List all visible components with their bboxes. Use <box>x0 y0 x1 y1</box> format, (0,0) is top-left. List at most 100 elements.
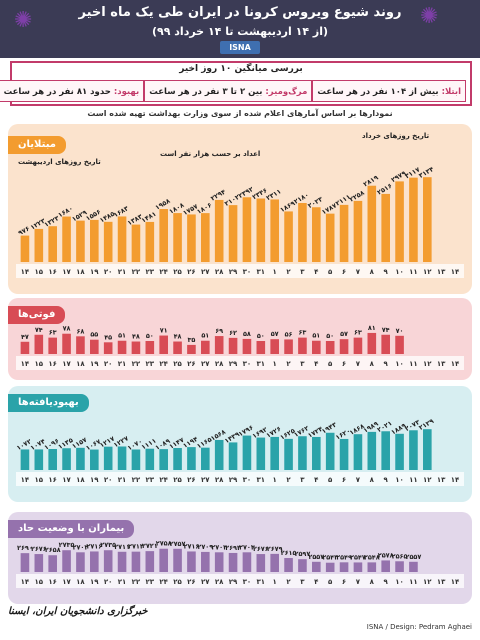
tick-label: ۱۹ <box>90 360 99 368</box>
bar <box>409 430 418 470</box>
data-label: ۲۵۴۸ <box>364 553 380 561</box>
bar <box>76 336 85 354</box>
bar <box>48 448 57 470</box>
tick-label: ۱ <box>273 360 277 368</box>
tick-label: ۴ <box>314 578 319 586</box>
tick-label: ۲۷ <box>201 476 210 484</box>
bar <box>90 449 99 470</box>
bar <box>367 562 377 572</box>
data-label: ۷۰ <box>396 327 404 335</box>
data-label: ۵۷ <box>340 330 348 338</box>
tick-label: ۶ <box>342 268 346 276</box>
bar <box>339 204 349 262</box>
bar <box>325 213 335 262</box>
tick-label: ۲۵ <box>173 360 182 368</box>
bar <box>117 216 127 262</box>
bar <box>90 339 99 354</box>
tick-label: ۳ <box>300 268 305 276</box>
tick-label: ۷ <box>356 268 361 276</box>
virus-icon: ✺ <box>14 8 33 33</box>
tick-label: ۱۵ <box>35 268 44 276</box>
bar <box>145 221 155 262</box>
data-label: ۵۱ <box>312 332 320 340</box>
tick-label: ۱۲ <box>423 360 432 368</box>
data-label: ۲۷۳۵ <box>59 541 75 549</box>
tick-label: ۱۶ <box>48 268 57 276</box>
bar <box>228 337 238 354</box>
data-label: ۵۷ <box>271 330 279 338</box>
bar <box>367 185 377 262</box>
tick-label: ۳۰ <box>243 360 252 368</box>
tick-label: ۲ <box>286 578 291 586</box>
tick-label: ۲۶ <box>187 476 196 484</box>
bar <box>339 438 349 470</box>
bar <box>20 341 30 354</box>
bar <box>214 336 224 354</box>
isna-badge: ISNA <box>220 41 260 54</box>
tick-label: ۲۵ <box>173 268 182 276</box>
bar <box>117 446 127 470</box>
tick-label: ۲۲ <box>132 476 141 484</box>
tick-label: ۱۴ <box>451 268 460 276</box>
data-label: ۲۷۰۳ <box>211 543 227 551</box>
data-label: ۵۶ <box>285 330 293 338</box>
bar <box>131 551 141 572</box>
bar <box>48 226 57 262</box>
bar <box>339 562 349 572</box>
tick-label: ۲ <box>286 360 291 368</box>
tick-label: ۲۷ <box>201 268 210 276</box>
category-axis <box>16 356 464 370</box>
bar <box>76 447 85 470</box>
bar <box>395 433 404 470</box>
virus-icon: ✺ <box>420 4 439 29</box>
tick-label: ۳۱ <box>257 476 266 484</box>
tick-label: ۳ <box>300 476 305 484</box>
tick-label: ۱۴ <box>21 476 30 484</box>
bar <box>325 432 335 470</box>
data-label: ۵۰ <box>146 332 154 340</box>
bar <box>34 334 44 354</box>
tick-label: ۳۰ <box>243 578 252 586</box>
tick-label: ۷ <box>356 578 361 586</box>
tick-label: ۴ <box>314 476 319 484</box>
summary-cases: ابتلا: بیش از ۱۰۴ نفر در هر ساعت <box>312 80 466 102</box>
tick-label: ۲۰ <box>104 476 113 484</box>
bar <box>20 235 30 262</box>
data-label: ۲۷۰۳ <box>239 543 255 551</box>
bar <box>214 552 224 572</box>
tick-label: ۲۹ <box>229 578 238 586</box>
data-label: ۲۷۱۱ <box>114 543 130 551</box>
summary-cases-label: ابتلا: <box>441 87 461 97</box>
bar <box>270 339 279 354</box>
bar <box>34 228 44 262</box>
tick-label: ۱۳ <box>437 476 446 484</box>
tick-label: ۹ <box>384 268 389 276</box>
tick-label: ۱۴ <box>21 360 30 368</box>
tick-label: ۲۷ <box>201 578 210 586</box>
critical-chart: ۱۴ ۱۵ ۱۶ ۱۷ ۱۸ ۱۹ ۲۰ ۲۱ ۲۲ ۲۳ ۲۴ ۲۵ ۲۶ ۲۷ ۲۸ ۲۹ ۳۰ ۳۱ ۱ ۲ ۳ ۴… <box>16 540 464 588</box>
tick-label: ۱۳ <box>437 360 446 368</box>
category-axis <box>16 264 464 278</box>
tick-label: ۸ <box>370 360 375 368</box>
data-label: ۲۷۰۳ <box>73 543 89 551</box>
data-label: ۳۵ <box>187 336 195 344</box>
data-label: ۴۸ <box>132 333 140 341</box>
bar <box>270 436 279 470</box>
bar <box>367 431 377 470</box>
data-label: ۲۷۳۵ <box>100 541 116 549</box>
tick-label: ۱۴ <box>451 578 460 586</box>
bar <box>159 209 168 262</box>
tick-label: ۲۲ <box>132 578 141 586</box>
tick-label: ۲ <box>286 268 291 276</box>
data-label: ۲۷۱۶ <box>86 542 102 550</box>
tick-label: ۲۶ <box>187 578 196 586</box>
bar <box>284 211 293 262</box>
tick-label: ۱۹ <box>90 476 99 484</box>
recovered-chart: ۱۴ ۱۵ ۱۶ ۱۷ ۱۸ ۱۹ ۲۰ ۲۱ ۲۲ ۲۳ ۲۴ ۲۵ ۲۶ ۲۷ ۲۸ ۲۹ ۳۰ ۳۱ ۱ ۲ ۳ ۴… <box>15 417 464 486</box>
bar <box>173 213 182 262</box>
data-label: ۶۸ <box>76 327 84 335</box>
data-label: ۶۳ <box>49 329 57 337</box>
tick-label: ۱۷ <box>62 578 71 586</box>
data-label: ۲۷۱۶ <box>184 542 200 550</box>
bar <box>34 554 44 572</box>
